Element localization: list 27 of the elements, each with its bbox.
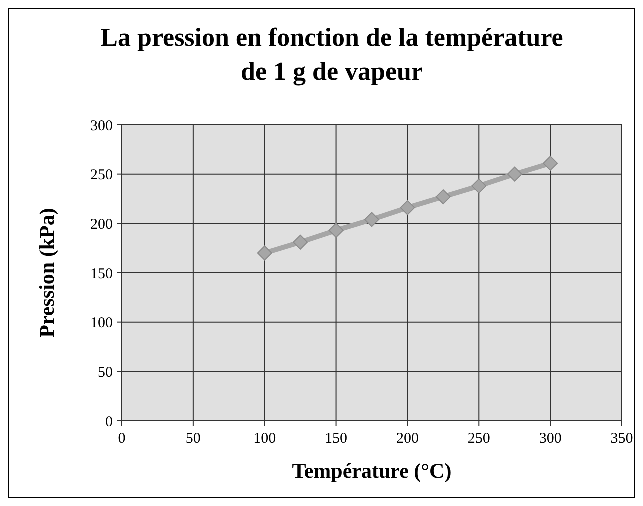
- point: [543, 156, 558, 171]
- y-tick-label: 100: [90, 316, 113, 332]
- point: [472, 178, 487, 194]
- x-tick-label: 0: [118, 431, 126, 447]
- point: [328, 223, 344, 238]
- point: [293, 234, 308, 250]
- point: [400, 200, 416, 216]
- x-tick-label: 350: [610, 431, 634, 447]
- x-tick-label: 200: [396, 431, 419, 447]
- x-tick-label: 150: [325, 431, 348, 447]
- y-tick-label: 300: [90, 118, 113, 134]
- y-axis-title: Pression (kPa): [35, 208, 59, 338]
- point: [436, 190, 451, 205]
- x-axis-title: Température (°C): [292, 459, 452, 483]
- point: [364, 212, 380, 228]
- y-tick-label: 150: [90, 266, 113, 282]
- y-tick-label: 50: [98, 364, 113, 381]
- chart-title: La pression en fonction de la température de 1 g de vapeur: [100, 23, 564, 86]
- x-tick-label: 300: [539, 431, 562, 447]
- y-tick-label: 250: [90, 168, 113, 184]
- point: [507, 166, 522, 182]
- x-tick-label: 250: [468, 431, 490, 447]
- x-tick-label: 50: [186, 431, 201, 447]
- y-tick-label: 0: [106, 414, 113, 430]
- point: [257, 246, 272, 261]
- x-tick-label: 100: [254, 431, 276, 447]
- y-tick-label: 200: [90, 216, 113, 233]
